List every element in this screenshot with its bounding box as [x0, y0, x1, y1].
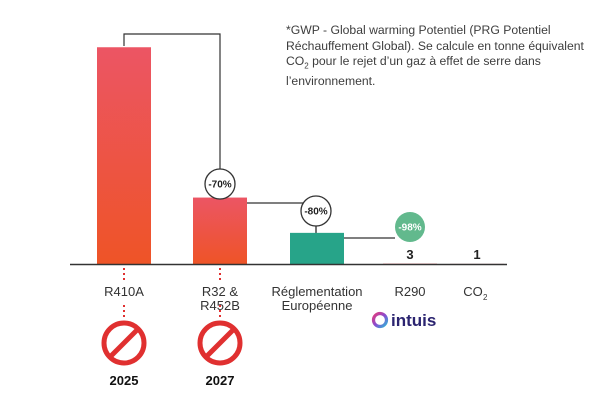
ban-year-0: 2025: [110, 373, 139, 388]
category-label-0-0: R410A: [104, 284, 144, 299]
brand-name: intuis: [391, 311, 436, 330]
connector-line-1: [123, 33, 221, 169]
reduction-badges: -70% -80% -98%: [204, 168, 425, 242]
intuis-logo: intuis: [371, 311, 436, 330]
reduction-badge-label-2: -98%: [398, 223, 421, 234]
reduction-badge-0: [204, 168, 236, 200]
value-label-3: 3: [406, 247, 413, 262]
intuis-ring-icon: [371, 311, 389, 329]
value-label-4: 1: [473, 247, 480, 262]
ban-icon-ring-0: [101, 320, 147, 366]
category-label-1-0: R32 &: [202, 284, 238, 299]
gwp-footnote-text-1: *GWP - Global warming Potentiel (PRG Pot…: [286, 23, 584, 68]
category-label-sub-4: 2: [483, 293, 488, 302]
reduction-badge-label-0: -70%: [208, 180, 231, 191]
bar-2: [290, 232, 344, 264]
gwp-footnote-subscript: 2: [304, 61, 309, 71]
bars: [97, 47, 504, 265]
connector-lines: [123, 33, 395, 239]
category-labels: R410A R32 &R452BRéglementationEuropéenneR…: [104, 284, 488, 313]
bar-1: [193, 197, 247, 264]
ban-icon-slash-1: [204, 327, 236, 359]
reduction-badge-1: [300, 195, 332, 227]
ban-year-1: 2027: [206, 373, 235, 388]
ban-markers: 2025 2027: [101, 268, 243, 388]
category-label-2-0: Réglementation: [271, 284, 362, 299]
category-label-3-0: R290: [394, 284, 425, 299]
reduction-badge-label-1: -80%: [304, 207, 327, 218]
category-label-2-1: Européenne: [282, 298, 353, 313]
category-label-4: CO: [463, 284, 483, 299]
ban-icon-slash-0: [108, 327, 140, 359]
gwp-footnote-text-2: pour le rejet d’un gaz à effet de serre …: [286, 54, 541, 88]
ban-icon-ring-1: [197, 320, 243, 366]
bar-0: [97, 47, 151, 265]
gwp-footnote: *GWP - Global warming Potentiel (PRG Pot…: [286, 23, 586, 89]
reduction-badge-2: [395, 212, 425, 242]
